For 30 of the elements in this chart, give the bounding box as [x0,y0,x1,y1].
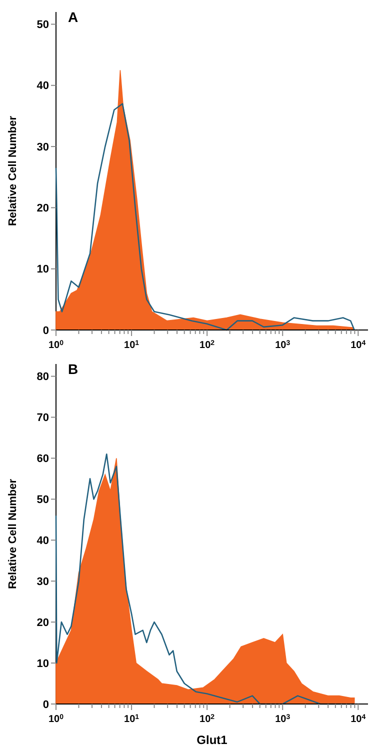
x-tick-label: 10$^{1}$ [124,714,140,725]
chart-title: A [68,9,78,25]
x-tick-label: 10$^{2}$ [200,340,215,351]
x-tick-label: 10$^{4}$ [350,714,366,725]
y-tick-label: 0 [42,324,49,337]
y-tick-label: 50 [36,494,49,506]
x-tick-label: 10$^{0}$ [48,714,64,725]
y-tick-label: 30 [36,141,49,154]
y-axis-title: Relative Cell Number [7,478,19,590]
x-axis-title: Glut1 [196,733,228,747]
y-tick-label: 20 [36,202,49,215]
y-tick-label: 10 [36,658,49,670]
chart-title: B [68,361,78,377]
y-tick-label: 70 [36,412,49,424]
x-tick-label: 10$^{1}$ [124,340,140,351]
y-tick-label: 50 [36,19,49,32]
y-tick-label: 40 [36,80,49,92]
y-tick-label: 20 [36,616,49,629]
y-tick-label: 10 [36,264,49,276]
y-tick-label: 80 [36,371,49,384]
x-tick-label: 10$^{3}$ [275,340,290,351]
y-tick-label: 0 [42,698,49,711]
y-tick-label: 40 [36,534,49,547]
x-tick-label: 10$^{4}$ [350,340,366,351]
y-axis-title: Relative Cell Number [7,115,19,226]
y-tick-label: 30 [36,576,49,588]
x-tick-label: 10$^{2}$ [200,714,215,725]
x-tick-label: 10$^{3}$ [275,714,290,725]
x-tick-label: 10$^{0}$ [48,340,64,351]
y-tick-label: 60 [36,453,49,466]
